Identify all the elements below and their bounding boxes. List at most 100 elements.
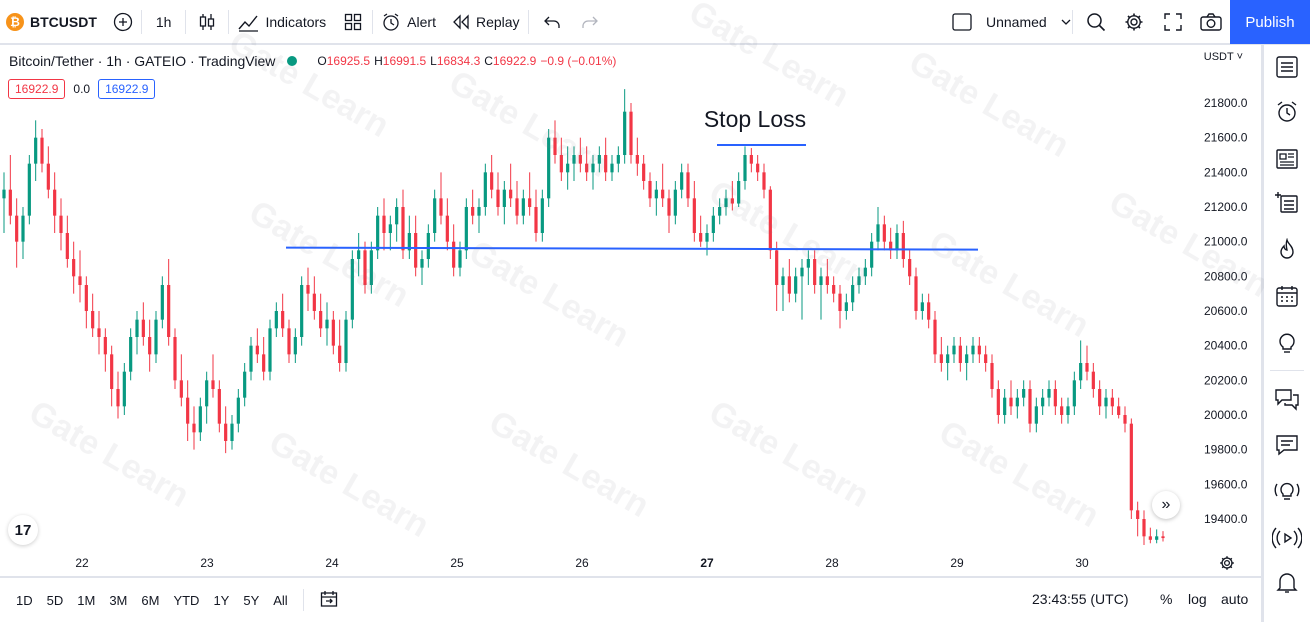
price-tick-label: 20400.0 — [1204, 339, 1248, 353]
hotlists-button[interactable] — [1273, 237, 1301, 266]
notifications-button[interactable] — [1273, 571, 1301, 599]
chart-type-button[interactable] — [186, 0, 228, 44]
fullscreen-button[interactable] — [1156, 0, 1190, 44]
candle-body — [192, 423, 196, 433]
candle-body — [211, 380, 215, 389]
candle-body — [268, 328, 272, 372]
candle-body — [40, 137, 44, 164]
candle-body — [711, 215, 715, 233]
change-value: −0.9 (−0.01%) — [540, 54, 617, 68]
candle-body — [692, 198, 696, 233]
range-tab-6m[interactable]: 6M — [141, 592, 160, 608]
range-tab-ytd[interactable]: YTD — [173, 592, 200, 608]
candle-body — [1053, 389, 1057, 407]
percent-scale-toggle[interactable]: % — [1160, 591, 1173, 607]
tradingview-logo-icon[interactable]: 17 — [8, 515, 38, 545]
range-tab-1y[interactable]: 1Y — [213, 592, 230, 608]
candle-body — [331, 319, 335, 346]
candle-body — [426, 233, 430, 259]
settings-button[interactable] — [1116, 0, 1152, 44]
market-open-status-icon — [287, 56, 298, 66]
chevron-down-icon — [1061, 19, 1071, 25]
candle-body — [743, 155, 747, 181]
templates-button[interactable] — [334, 0, 372, 44]
interval-button[interactable]: 1h — [142, 0, 186, 44]
buy-sell-box: 16922.9 0.0 16922.9 — [8, 79, 156, 99]
candle-body — [813, 259, 817, 285]
time-tick-label: 26 — [575, 556, 589, 570]
candle-body — [610, 163, 614, 173]
layout-name: Unnamed — [986, 13, 1047, 30]
utc-clock[interactable]: 23:43:55 (UTC) — [1032, 591, 1129, 607]
range-tab-all[interactable]: All — [273, 592, 288, 608]
log-scale-toggle[interactable]: log — [1188, 591, 1207, 607]
range-tab-1m[interactable]: 1M — [77, 592, 96, 608]
alerts-panel-button[interactable] — [1273, 100, 1301, 128]
range-tab-3m[interactable]: 3M — [109, 592, 128, 608]
candle-body — [1142, 519, 1146, 537]
candle-body — [534, 207, 538, 233]
replay-button[interactable]: Replay — [444, 0, 528, 44]
low-value: 16834.3 — [436, 54, 481, 68]
candle-body — [53, 189, 57, 216]
candle-body — [768, 189, 772, 251]
buy-price-button[interactable]: 16922.9 — [98, 79, 156, 99]
ideas-button[interactable] — [1273, 331, 1301, 359]
chart-pane[interactable]: Stop Loss 21800.0 21600.0 21400.0 21200.0 21… — [0, 0, 1275, 576]
undo-button[interactable] — [529, 0, 575, 44]
live-stream-button[interactable] — [1271, 526, 1303, 554]
candle-body — [287, 328, 291, 355]
time-tick-label: 25 — [450, 556, 464, 570]
alarm-clock-icon — [381, 12, 401, 32]
candle-body — [775, 250, 779, 285]
sell-price-button[interactable]: 16922.9 — [8, 79, 66, 99]
range-tab-1d[interactable]: 1D — [16, 592, 33, 608]
streams-button[interactable] — [1273, 479, 1301, 507]
snapshot-button[interactable] — [1192, 0, 1230, 44]
candle-body — [281, 311, 285, 329]
add-list-button[interactable] — [1273, 191, 1301, 219]
candle-body — [515, 198, 519, 216]
candle-body — [401, 207, 405, 251]
redo-icon — [581, 15, 599, 29]
double-chevron-right-icon: » — [1161, 496, 1171, 513]
candle-body — [781, 276, 785, 285]
range-tab-5y[interactable]: 5Y — [243, 592, 260, 608]
messages-button[interactable] — [1273, 433, 1301, 461]
price-tick-label: 21800.0 — [1204, 96, 1248, 110]
watchlist-button[interactable] — [1273, 55, 1301, 83]
candle-body — [148, 337, 152, 355]
open-value: 16925.5 — [326, 54, 371, 68]
auto-scale-toggle[interactable]: auto — [1221, 591, 1249, 607]
candle-body — [863, 267, 867, 277]
candle-body — [673, 189, 677, 216]
calendar-button[interactable] — [1273, 284, 1301, 312]
goto-date-button[interactable] — [312, 590, 346, 611]
indicators-button[interactable]: Indicators — [229, 0, 334, 44]
compare-add-button[interactable] — [105, 0, 141, 44]
candle-body — [217, 389, 221, 424]
candlestick-chart[interactable]: Stop Loss 21800.021600.021400.021200.021… — [0, 45, 1261, 576]
candle-body — [737, 181, 741, 204]
divider — [372, 9, 374, 34]
alert-button[interactable]: Alert — [373, 0, 444, 44]
redo-button[interactable] — [575, 0, 605, 44]
layout-button[interactable]: Unnamed — [944, 0, 1079, 44]
publish-button[interactable]: Publish — [1230, 0, 1310, 44]
candle-body — [167, 285, 171, 337]
axis-settings-button[interactable] — [1219, 555, 1237, 573]
search-button[interactable] — [1078, 0, 1114, 44]
symbol-description[interactable]: Bitcoin/Tether · 1h · GATEIO · TradingVi… — [9, 53, 276, 69]
candle-body — [572, 155, 576, 164]
symbol-search-button[interactable]: ₿ BTCUSDT — [0, 0, 105, 44]
candle-body — [395, 207, 399, 225]
candle-body — [483, 172, 487, 207]
news-button[interactable] — [1273, 147, 1301, 175]
chart-legend: Bitcoin/Tether · 1h · GATEIO · TradingVi… — [9, 53, 616, 69]
currency-selector[interactable]: USDT ˅ — [1203, 51, 1243, 63]
candle-body — [496, 189, 500, 207]
price-tick-label: 20600.0 — [1204, 304, 1248, 318]
range-tab-5d[interactable]: 5D — [46, 592, 64, 608]
scroll-to-realtime-button[interactable]: » — [1152, 491, 1180, 519]
chats-button[interactable] — [1273, 387, 1301, 415]
